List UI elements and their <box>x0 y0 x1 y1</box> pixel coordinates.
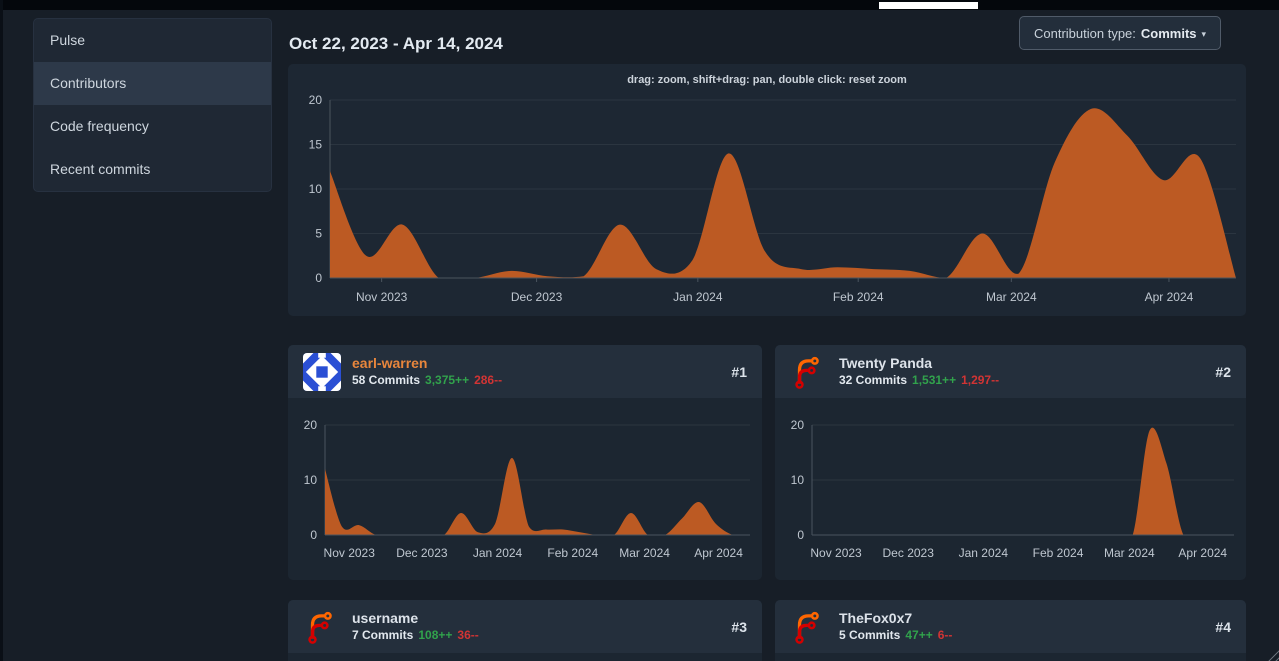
rank-badge: #2 <box>1215 363 1231 380</box>
contributor-name-link[interactable]: username <box>352 610 419 627</box>
chart-zoom-hint: drag: zoom, shift+drag: pan, double clic… <box>627 74 907 86</box>
deletions-count: 6-- <box>937 627 953 642</box>
contributor-card-2: Twenty Panda 32 Commits 1,531++ 1,297-- #2… <box>775 345 1246 580</box>
window-resize-grip[interactable] <box>1263 645 1279 661</box>
deletions-count: 286-- <box>474 372 503 387</box>
contributions-chart-panel: drag: zoom, shift+drag: pan, double clic… <box>288 64 1246 316</box>
svg-text:Feb 2024: Feb 2024 <box>1033 546 1084 560</box>
svg-text:0: 0 <box>797 528 804 542</box>
date-range-heading: Oct 22, 2023 - Apr 14, 2024 <box>289 34 503 54</box>
forgejo-logo-icon <box>795 611 819 644</box>
svg-text:0: 0 <box>310 528 317 542</box>
contributor-card-header: username 7 Commits 108++ 36-- #3 <box>288 600 762 653</box>
sidebar-item-pulse[interactable]: Pulse <box>50 32 86 48</box>
contributor-card-header: TheFox0x7 5 Commits 47++ 6-- #4 <box>775 600 1246 653</box>
svg-text:Jan 2024: Jan 2024 <box>473 546 523 560</box>
deletions-count: 36-- <box>457 627 479 642</box>
avatar <box>303 352 341 391</box>
svg-text:Dec 2023: Dec 2023 <box>883 546 935 560</box>
contributor-card-header: Twenty Panda 32 Commits 1,531++ 1,297-- #2 <box>775 345 1246 398</box>
svg-text:Nov 2023: Nov 2023 <box>810 546 862 560</box>
contributor-card-3: username 7 Commits 108++ 36-- #3 <box>288 600 762 661</box>
contributor-stats: 32 Commits 1,531++ 1,297-- <box>839 373 999 388</box>
contributor-name-link[interactable]: Twenty Panda <box>839 355 933 372</box>
svg-text:Mar 2024: Mar 2024 <box>619 546 670 560</box>
rank-badge: #4 <box>1215 618 1231 635</box>
svg-text:Dec 2023: Dec 2023 <box>396 546 448 560</box>
svg-text:Apr 2024: Apr 2024 <box>1178 546 1227 560</box>
avatar <box>790 608 828 646</box>
sidebar-item-recent-commits[interactable]: Recent commits <box>50 161 151 177</box>
contributor-mini-chart[interactable]: 0 10 20 Nov 2023 Dec 2023 Jan 2024 Feb 2024 Mar… <box>775 398 1246 580</box>
svg-text:0: 0 <box>315 271 322 285</box>
commit-count: 32 Commits <box>839 372 908 387</box>
rank-badge: #3 <box>731 618 747 635</box>
additions-count: 108++ <box>418 627 453 642</box>
contributor-card-4: TheFox0x7 5 Commits 47++ 6-- #4 <box>775 600 1246 661</box>
activity-sidebar: Pulse Contributors Code frequency Recent… <box>33 18 272 192</box>
contributor-mini-chart[interactable]: 0 10 20 Nov 2023 Dec 2023 Jan 2024 Feb 2024 Mar… <box>288 398 762 580</box>
contributor-name-link[interactable]: earl-warren <box>352 355 428 372</box>
contributor-card-header: earl-warren 58 Commits 3,375++ 286-- #1 <box>288 345 762 398</box>
svg-text:Feb 2024: Feb 2024 <box>547 546 598 560</box>
contributor-stats: 5 Commits 47++ 6-- <box>839 628 952 643</box>
additions-count: 3,375++ <box>425 372 470 387</box>
svg-text:Jan 2024: Jan 2024 <box>673 290 723 304</box>
deletions-count: 1,297-- <box>961 372 1000 387</box>
svg-text:10: 10 <box>309 182 323 196</box>
svg-text:15: 15 <box>309 138 323 152</box>
contribution-type-value: Commits <box>1140 25 1197 41</box>
contributions-area-chart[interactable]: 0 5 10 15 20 Nov 2023 Dec 2023 Jan 2024 Feb 2024… <box>288 64 1246 316</box>
identicon-icon <box>303 352 341 391</box>
avatar <box>303 608 341 646</box>
svg-text:Mar 2024: Mar 2024 <box>1104 546 1155 560</box>
svg-text:10: 10 <box>791 473 805 487</box>
active-tab-underline[interactable] <box>879 2 978 9</box>
svg-text:Dec 2023: Dec 2023 <box>511 290 563 304</box>
svg-text:Nov 2023: Nov 2023 <box>324 546 376 560</box>
svg-text:Feb 2024: Feb 2024 <box>833 290 884 304</box>
sidebar-item-contributors[interactable]: Contributors <box>34 62 271 105</box>
svg-text:20: 20 <box>304 418 318 432</box>
svg-text:5: 5 <box>315 227 322 241</box>
svg-text:20: 20 <box>309 93 323 107</box>
commit-count: 7 Commits <box>352 627 414 642</box>
commit-count: 58 Commits <box>352 372 421 387</box>
contribution-type-label: Contribution type: <box>1034 25 1136 41</box>
rank-badge: #1 <box>731 363 747 380</box>
sidebar-item-code-frequency[interactable]: Code frequency <box>50 118 149 134</box>
commit-count: 5 Commits <box>839 627 901 642</box>
chevron-down-icon: ▾ <box>1201 28 1207 39</box>
svg-text:Nov 2023: Nov 2023 <box>356 290 408 304</box>
svg-text:Apr 2024: Apr 2024 <box>1145 290 1194 304</box>
avatar <box>790 353 828 391</box>
additions-count: 1,531++ <box>912 372 957 387</box>
forgejo-logo-icon <box>795 356 819 389</box>
top-tab-bar <box>0 0 1279 10</box>
additions-count: 47++ <box>905 627 933 642</box>
contributor-card-1: earl-warren 58 Commits 3,375++ 286-- #1 0 1… <box>288 345 762 580</box>
svg-text:Jan 2024: Jan 2024 <box>959 546 1009 560</box>
forgejo-logo-icon <box>308 611 332 644</box>
svg-text:10: 10 <box>304 473 318 487</box>
contributor-name-link[interactable]: TheFox0x7 <box>839 610 913 627</box>
contributor-stats: 58 Commits 3,375++ 286-- <box>352 373 502 388</box>
svg-text:Mar 2024: Mar 2024 <box>986 290 1037 304</box>
svg-text:20: 20 <box>791 418 805 432</box>
window-left-edge <box>0 0 3 661</box>
contribution-type-dropdown[interactable]: Contribution type: Commits ▾ <box>1019 16 1222 50</box>
contributor-stats: 7 Commits 108++ 36-- <box>352 628 479 643</box>
svg-text:Apr 2024: Apr 2024 <box>694 546 743 560</box>
